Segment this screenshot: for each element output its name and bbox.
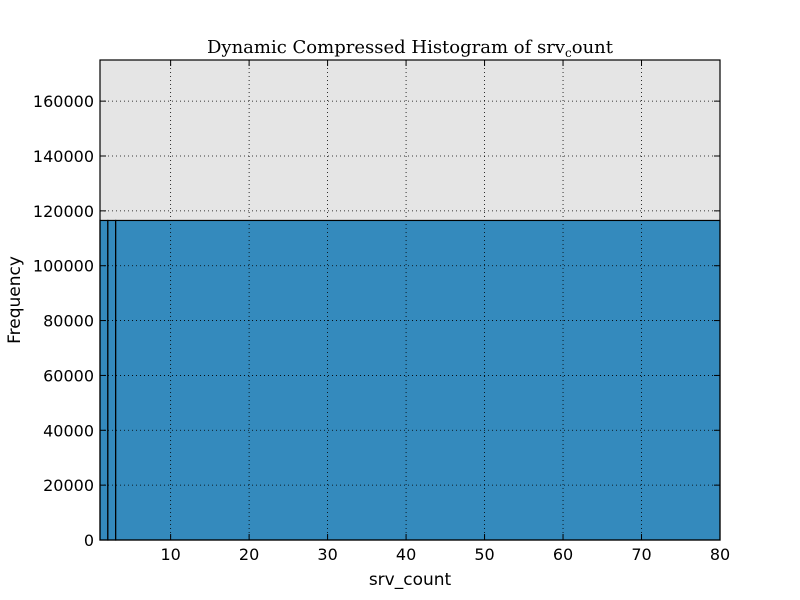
histogram-bar-0 — [99, 219, 109, 541]
x-tick-label: 30 — [317, 545, 337, 564]
y-tick-label: 20000 — [43, 476, 94, 495]
y-tick-label: 40000 — [43, 421, 94, 440]
x-tick-label: 60 — [553, 545, 573, 564]
x-tick-label: 40 — [396, 545, 416, 564]
x-tick-label: 50 — [474, 545, 494, 564]
histogram-bar-1 — [107, 219, 117, 541]
title-subscript: c — [565, 46, 572, 60]
y-tick-label: 60000 — [43, 366, 94, 385]
y-axis-label: Frequency — [5, 256, 25, 344]
histogram-bars — [99, 219, 721, 541]
histogram-bar-2 — [115, 219, 721, 541]
y-tick-label: 160000 — [33, 92, 94, 111]
y-tick-label: 100000 — [33, 257, 94, 276]
y-tick-label: 0 — [84, 531, 94, 550]
x-tick-label: 70 — [631, 545, 651, 564]
x-axis-label: srv_count — [369, 570, 452, 590]
y-tick-label: 140000 — [33, 147, 94, 166]
y-tick-label: 80000 — [43, 312, 94, 331]
plot-frame — [99, 59, 721, 541]
x-axis-ticks: 10 20 30 40 50 60 70 80 — [160, 60, 730, 564]
x-tick-label: 10 — [160, 545, 180, 564]
x-tick-label: 20 — [239, 545, 259, 564]
y-axis-ticks: 0 20000 40000 60000 80000 100000 120000 140000 1… — [33, 92, 720, 550]
x-tick-label: 80 — [710, 545, 730, 564]
y-tick-label: 120000 — [33, 202, 94, 221]
chart-title: Dynamic Compressed Histogram of srvcount — [207, 37, 614, 60]
